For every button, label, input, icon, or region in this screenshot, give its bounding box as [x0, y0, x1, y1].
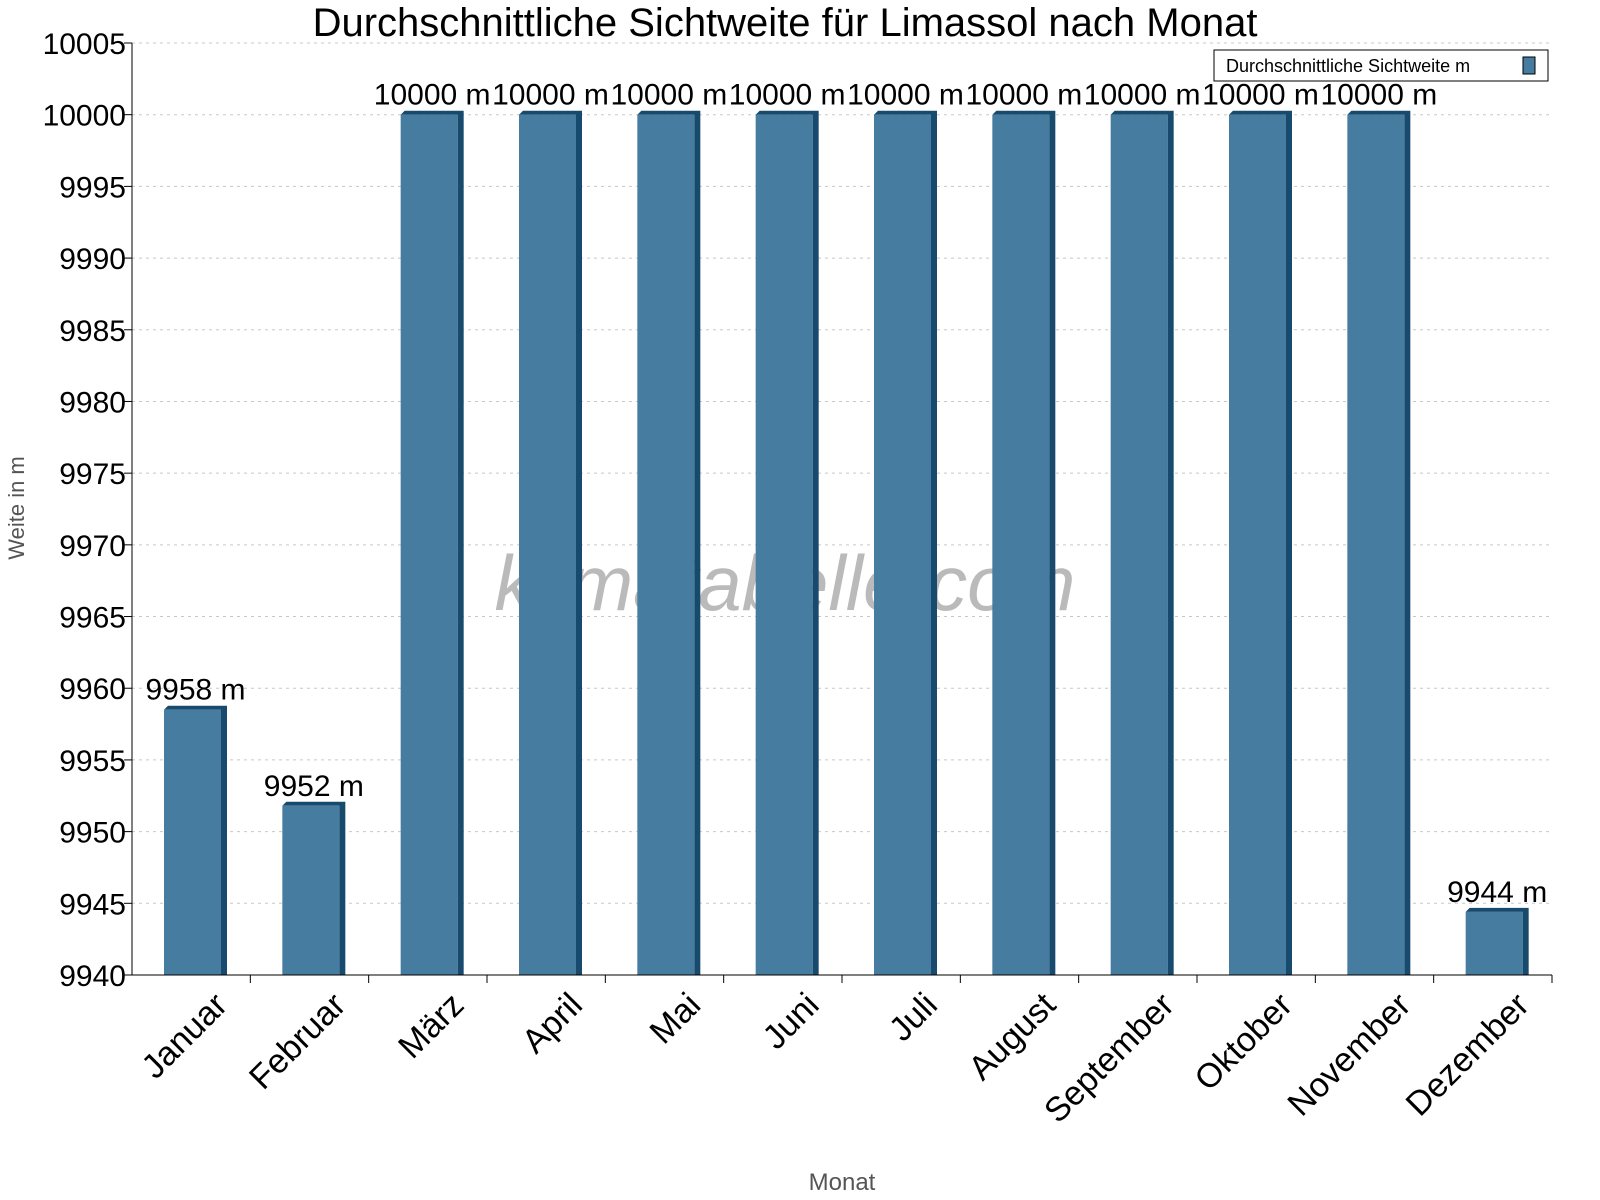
data-label: 10000 m	[492, 79, 609, 112]
y-tick-label: 9970	[59, 530, 126, 563]
x-tick-label: Februar	[242, 986, 353, 1097]
bar	[400, 114, 458, 975]
x-tick-label: Juli	[882, 986, 945, 1049]
y-tick-label: 9940	[59, 960, 126, 993]
bar	[1347, 114, 1405, 975]
x-tick-label: November	[1280, 986, 1418, 1124]
y-tick-label: 9975	[59, 458, 126, 491]
data-label: 10000 m	[610, 79, 727, 112]
y-axis-label: Weite in m	[4, 456, 29, 560]
data-label: 9958 m	[145, 674, 245, 707]
chart-title: Durchschnittliche Sichtweite für Limasso…	[313, 1, 1258, 45]
x-tick-label: Juni	[756, 986, 827, 1057]
data-label: 9952 m	[264, 770, 364, 803]
legend-box	[1213, 49, 1549, 82]
bar	[755, 114, 813, 975]
y-tick-label: 9985	[59, 315, 126, 348]
legend: Durchschnittliche Sichtweite m	[1213, 49, 1549, 82]
data-label: 9944 m	[1447, 876, 1547, 909]
x-tick-label: Dezember	[1399, 986, 1537, 1124]
x-tick-label: Januar	[134, 986, 234, 1086]
y-tick-label: 9945	[59, 888, 126, 921]
bar	[282, 805, 340, 975]
data-label: 10000 m	[847, 79, 964, 112]
y-tick-label: 9990	[59, 243, 126, 276]
grid-lines	[132, 42, 1552, 904]
bar	[874, 114, 931, 975]
x-tick-label: Mai	[643, 986, 709, 1052]
bar	[637, 114, 695, 975]
y-tick-label: 9980	[59, 386, 126, 419]
data-label: 10000 m	[1084, 79, 1201, 112]
data-label: 10000 m	[374, 79, 491, 112]
y-tick-label: 10005	[43, 28, 126, 61]
y-tick-label: 9995	[59, 171, 126, 204]
data-label: 10000 m	[1202, 79, 1319, 112]
x-tick-label: Oktober	[1187, 986, 1299, 1098]
x-axis-label: Monat	[809, 1169, 876, 1196]
bar	[1229, 114, 1286, 975]
legend-swatch	[1522, 56, 1536, 75]
bar	[519, 114, 576, 975]
bar	[992, 114, 1050, 975]
bar	[1465, 911, 1523, 975]
x-tick-label: September	[1037, 986, 1181, 1130]
x-tick-label: März	[391, 986, 471, 1066]
bar	[1110, 114, 1168, 975]
y-tick-label: 9950	[59, 817, 126, 850]
y-tick-label: 10000	[43, 100, 126, 133]
y-tick-label: 9955	[59, 745, 126, 778]
bar	[164, 709, 221, 975]
data-label: 10000 m	[965, 79, 1082, 112]
x-tick-label: April	[515, 986, 590, 1061]
x-tick-label: August	[961, 985, 1063, 1087]
data-label: 10000 m	[1320, 79, 1437, 112]
data-label: 10000 m	[729, 79, 846, 112]
legend-label: Durchschnittliche Sichtweite m	[1226, 56, 1470, 76]
y-tick-label: 9965	[59, 602, 126, 635]
y-tick-label: 9960	[59, 673, 126, 706]
